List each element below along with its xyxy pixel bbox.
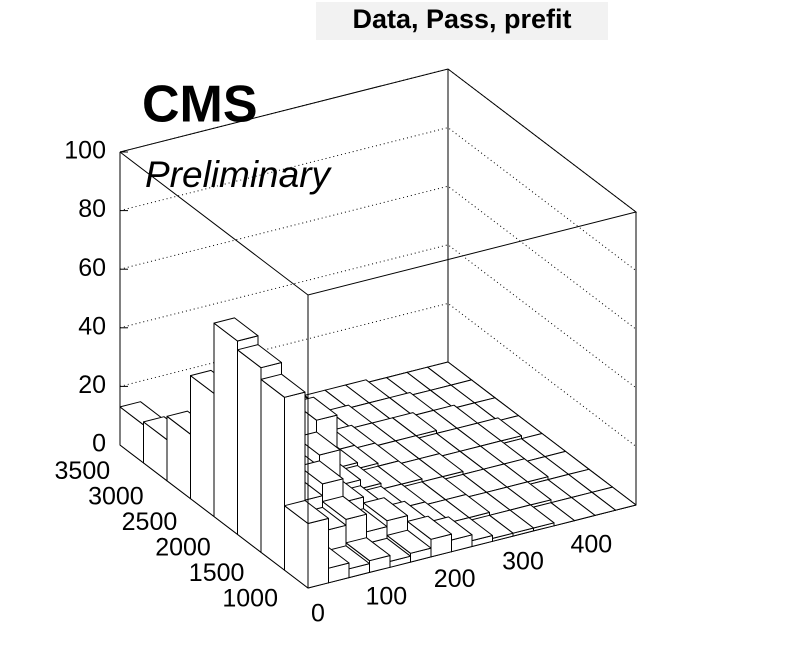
bar-left-face xyxy=(260,378,285,571)
cms-label: CMS xyxy=(142,76,258,134)
bar-top-face xyxy=(407,515,452,540)
grid-line xyxy=(119,185,637,330)
x-tick-label: 200 xyxy=(434,565,476,593)
grid-line xyxy=(119,127,637,271)
x-tick-label: 400 xyxy=(570,530,612,558)
y-tick-label: 2000 xyxy=(155,534,211,562)
x-tick-label: 100 xyxy=(365,582,407,610)
x-tick-label: 0 xyxy=(311,600,325,628)
bar-top-face xyxy=(260,373,306,398)
bar-left-face xyxy=(237,349,262,553)
bar-top-face xyxy=(213,317,259,342)
z-tick-label: 100 xyxy=(64,137,106,165)
z-tick-label: 80 xyxy=(78,195,106,223)
bar-left-face xyxy=(213,322,238,535)
bar xyxy=(284,500,329,589)
bar-top-face xyxy=(284,500,329,524)
y-tick-label: 1000 xyxy=(222,585,278,613)
bar-top-face xyxy=(345,537,391,562)
bar-top-face xyxy=(298,460,344,485)
z-tick-label: 20 xyxy=(78,371,106,399)
chart-title: Data, Pass, prefit xyxy=(352,4,571,34)
y-tick-label: 3500 xyxy=(55,457,111,485)
front-frame xyxy=(119,68,638,296)
bar-front-face xyxy=(307,517,329,589)
y-tick-label: 1500 xyxy=(189,559,245,587)
preliminary-label: Preliminary xyxy=(145,154,333,195)
bar-top-face xyxy=(386,529,432,554)
z-tick-label: 0 xyxy=(92,430,106,458)
x-tick-label: 300 xyxy=(502,548,544,576)
bar-top-face xyxy=(237,344,282,369)
bar-top-face xyxy=(363,497,408,522)
bar-left-face xyxy=(190,375,215,517)
y-tick-label: 2500 xyxy=(122,508,178,536)
z-tick-label: 40 xyxy=(78,312,106,340)
bar-top-face xyxy=(322,495,367,520)
y-tick-label: 3000 xyxy=(88,482,144,510)
z-tick-label: 60 xyxy=(78,254,106,282)
grid-line xyxy=(119,244,637,389)
title-box xyxy=(316,2,608,40)
